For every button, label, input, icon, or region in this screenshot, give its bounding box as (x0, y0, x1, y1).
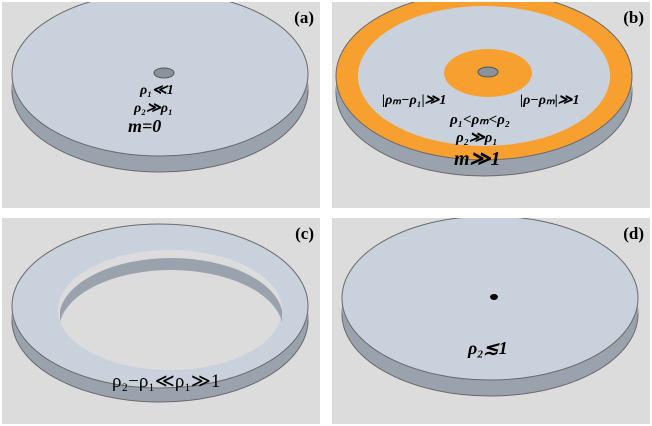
panel-b: (b) |ρₘ−ρ₁|≫1 |ρ−ρₘ|≫1 ρ₁<ρₘ<ρ₂ ρ₂≫ρ₁ m≫… (332, 2, 650, 208)
disk-top (11, 2, 309, 157)
equation-rho2: ρ₂≫ρ₁ (134, 101, 173, 116)
ring-inner-wall (60, 257, 282, 322)
panel-a: (a) ρ₁≪1 ρ₂≫ρ₁ m=0 (2, 2, 320, 208)
equation-m: m=0 (128, 116, 162, 136)
thin-ring-drawing (11, 223, 309, 403)
panel-label: (b) (623, 8, 644, 27)
panel-label: (c) (295, 224, 314, 243)
central-dot (490, 294, 498, 300)
disk-with-dot-drawing (341, 218, 639, 397)
equation-m: m≫1 (454, 148, 501, 170)
panel-label: (a) (294, 8, 314, 27)
disk-with-hole-drawing (11, 2, 309, 173)
equation-left: |ρₘ−ρ₁|≫1 (382, 93, 447, 108)
disk-with-rings-drawing (335, 2, 633, 177)
equation-range: ρ₁<ρₘ<ρ₂ (450, 112, 511, 128)
equation-right: |ρ−ρₘ|≫1 (520, 93, 580, 108)
panel-c: (c) ρ₂−ρ₁≪ρ₁≫1 (2, 218, 320, 424)
central-hole (153, 67, 175, 79)
equation-rho2: ρ₂≲1 (468, 338, 508, 358)
equation-ring: ρ₂−ρ₁≪ρ₁≫1 (112, 371, 221, 392)
equation-rho1: ρ₁≪1 (140, 83, 174, 98)
equation-rho2: ρ₂≫ρ₁ (456, 130, 498, 146)
central-hole (477, 66, 499, 78)
panel-d: (d) ρ₂≲1 (332, 218, 650, 424)
panel-label: (d) (623, 224, 644, 243)
disk-top (341, 218, 639, 381)
